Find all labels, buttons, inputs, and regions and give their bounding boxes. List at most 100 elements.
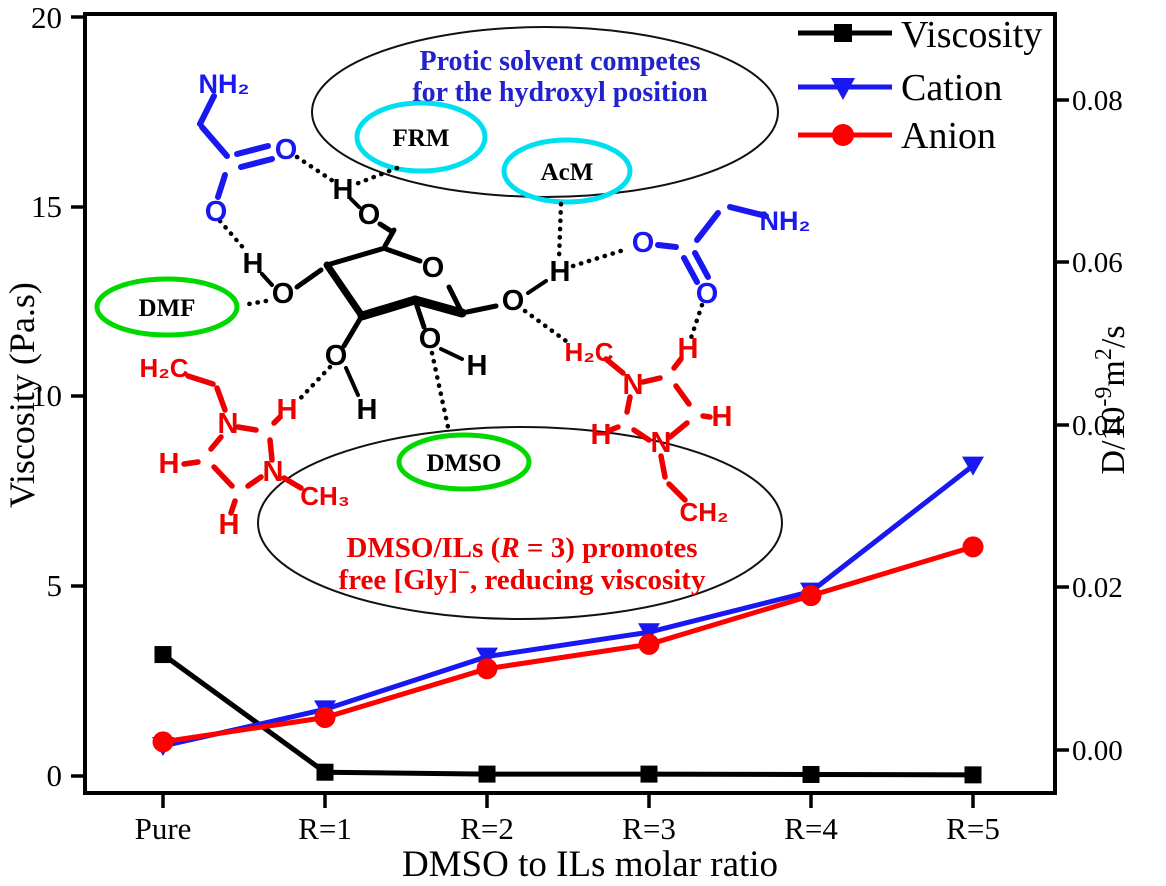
dmso-line-1: DMSO/ILs (R = 3) promotes bbox=[346, 532, 697, 564]
left-tick-10: 10 bbox=[31, 378, 62, 413]
data-point bbox=[638, 623, 660, 643]
hydrogen-label: H bbox=[678, 333, 699, 365]
right-tick-004: 0.04 bbox=[1072, 410, 1123, 442]
oxygen-label: O bbox=[419, 323, 442, 355]
glycine-right-labels: NH₂ O O bbox=[632, 206, 811, 310]
nitrogen-label: N bbox=[623, 369, 644, 401]
left-axis-tick-labels: 0 5 10 15 20 bbox=[31, 0, 62, 793]
oxygen-label: O bbox=[272, 278, 295, 310]
ch3-label: CH₃ bbox=[300, 481, 350, 511]
data-point bbox=[638, 633, 660, 655]
anion-legend-label: Anion bbox=[901, 115, 996, 157]
series-anion bbox=[152, 536, 984, 753]
imidazolium-bonds bbox=[181, 356, 713, 516]
oxygen-label: O bbox=[502, 285, 525, 317]
sugar-labels: H O O O H O H O H O H bbox=[243, 174, 571, 426]
ch2-label: CH₂ bbox=[679, 497, 728, 527]
cation-legend-label: Cation bbox=[901, 67, 1002, 109]
data-point bbox=[154, 646, 172, 664]
data-point bbox=[800, 585, 822, 607]
h2c-label: H₂C bbox=[564, 337, 613, 367]
oxygen-label: O bbox=[358, 199, 381, 231]
series-viscosity bbox=[154, 646, 982, 784]
right-axis-tick-labels: 0.00 0.02 0.04 0.06 0.08 bbox=[1072, 85, 1123, 767]
x-axis-tick-labels: Pure R=1 R=2 R=3 R=4 R=5 bbox=[135, 811, 1000, 846]
viscosity-legend-label: Viscosity bbox=[901, 14, 1042, 56]
dmf-label: DMF bbox=[139, 295, 196, 322]
left-tick-20: 20 bbox=[31, 0, 62, 35]
left-tick-0: 0 bbox=[47, 758, 63, 793]
right-axis-title: D/10-9m2/s bbox=[1091, 325, 1132, 474]
oxygen-label: O bbox=[325, 340, 348, 372]
glycine-bonds bbox=[197, 93, 769, 285]
protic-line-1: Protic solvent competes bbox=[420, 46, 701, 77]
hydrogen-label: H bbox=[219, 509, 240, 541]
data-point bbox=[316, 763, 334, 781]
oxygen-label: O bbox=[696, 278, 719, 310]
viscosity-legend-marker bbox=[834, 24, 852, 42]
data-point bbox=[962, 456, 984, 476]
data-point bbox=[314, 707, 336, 728]
data-point bbox=[478, 765, 496, 783]
left-tick-5: 5 bbox=[47, 568, 63, 603]
frm-label: FRM bbox=[393, 125, 450, 152]
imidazolium-right-labels: H₂C N H N H H CH₂ bbox=[564, 333, 732, 527]
plot-border bbox=[83, 12, 1057, 795]
data-point bbox=[802, 765, 820, 783]
acm-label: AcM bbox=[541, 159, 594, 186]
hydrogen-label: H bbox=[467, 350, 488, 382]
legend-item-cation: Cation bbox=[798, 67, 1002, 109]
x-tick-r1: R=1 bbox=[298, 811, 352, 846]
right-tick-000: 0.00 bbox=[1072, 735, 1123, 767]
dmso-annotation-ellipse bbox=[257, 426, 783, 620]
glycine-left-labels: NH₂ O O bbox=[199, 69, 298, 228]
acm-ellipse bbox=[501, 137, 633, 205]
oxygen-label: O bbox=[275, 134, 298, 166]
right-tick-002: 0.02 bbox=[1072, 572, 1123, 604]
ring-oxygen-label: O bbox=[422, 252, 445, 284]
hydrogen-label: H bbox=[333, 174, 354, 206]
nitrogen-label: N bbox=[651, 427, 672, 459]
protic-annotation-text: Protic solvent competes for the hydroxyl… bbox=[412, 46, 708, 108]
x-tick-r5: R=5 bbox=[946, 811, 1000, 846]
hydrogen-label: H bbox=[550, 256, 571, 288]
anion-legend-marker bbox=[832, 124, 854, 146]
frm-ellipse bbox=[354, 100, 488, 174]
hydrogen-label: H bbox=[357, 394, 378, 426]
hydrogen-label: H bbox=[159, 448, 180, 480]
right-tick-008: 0.08 bbox=[1072, 85, 1123, 117]
dmso-ellipse bbox=[396, 432, 532, 492]
x-tick-pure: Pure bbox=[135, 811, 192, 846]
hydrogen-label: H bbox=[591, 419, 612, 451]
data-point bbox=[640, 765, 658, 783]
oxygen-label: O bbox=[632, 227, 655, 259]
x-tick-r3: R=3 bbox=[622, 811, 676, 846]
x-tick-r4: R=4 bbox=[784, 811, 838, 846]
x-axis-title: DMSO to ILs molar ratio bbox=[402, 844, 778, 885]
protic-line-2: for the hydroxyl position bbox=[412, 77, 708, 108]
protic-annotation-ellipse bbox=[311, 26, 779, 198]
data-point bbox=[964, 766, 982, 784]
cation-legend-marker bbox=[831, 78, 855, 100]
legend-item-anion: Anion bbox=[798, 115, 996, 157]
axis-ticks bbox=[71, 15, 1069, 808]
hydrogen-label: H bbox=[712, 401, 733, 433]
x-tick-r2: R=2 bbox=[460, 811, 514, 846]
imidazolium-left-labels: H₂C N H N CH₃ H H bbox=[139, 353, 349, 541]
data-point bbox=[962, 536, 984, 558]
dmso-annotation-text: DMSO/ILs (R = 3) promotes free [Gly]−, r… bbox=[339, 532, 706, 596]
h2c-label: H₂C bbox=[139, 353, 188, 383]
hydrogen-label: H bbox=[243, 248, 264, 280]
legend-item-viscosity: Viscosity bbox=[798, 14, 1042, 56]
nitrogen-label: N bbox=[218, 408, 239, 440]
nh2-label: NH₂ bbox=[760, 206, 811, 236]
data-point bbox=[476, 658, 498, 680]
nh2-label: NH₂ bbox=[199, 69, 250, 99]
dmso-line-2: free [Gly]−, reducing viscosity bbox=[339, 560, 706, 596]
legend: Viscosity Cation Anion bbox=[798, 14, 1042, 157]
left-axis-title: Viscosity (Pa.s) bbox=[2, 282, 42, 508]
hydrogen-label: H bbox=[277, 394, 298, 426]
hydrogen-bonds bbox=[217, 154, 705, 430]
dmf-ellipse bbox=[94, 276, 240, 338]
